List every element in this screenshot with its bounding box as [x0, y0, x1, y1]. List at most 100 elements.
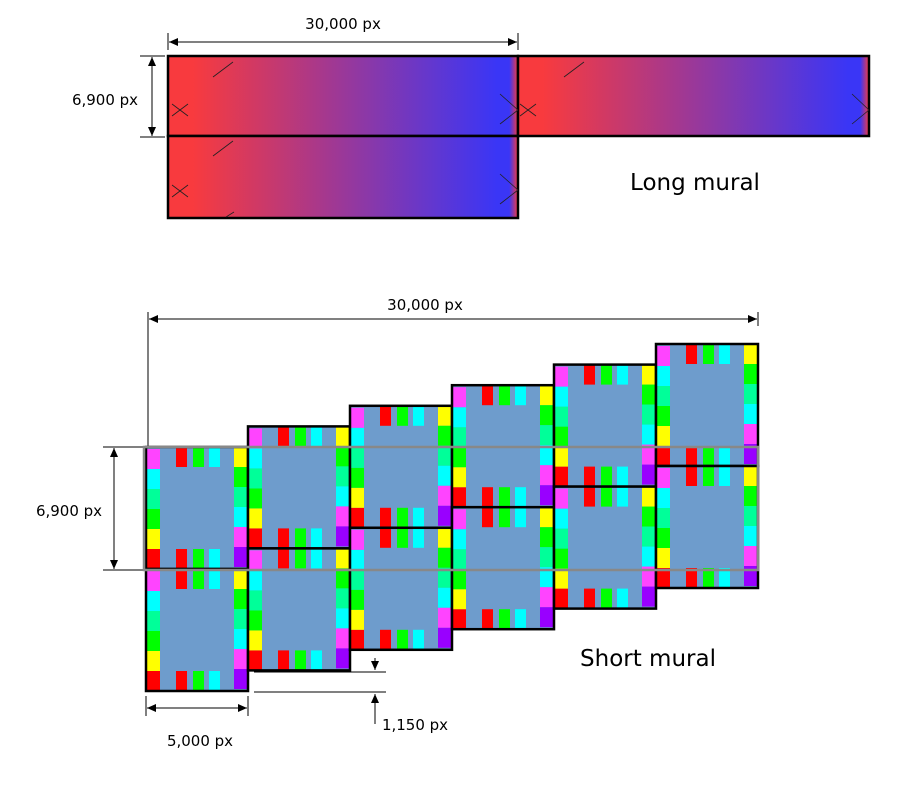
tile-border-swatch [146, 631, 160, 651]
tile-border-swatch [311, 650, 322, 671]
tile-border-swatch [642, 566, 656, 587]
tile-border-swatch [554, 466, 568, 487]
tile-border-swatch [350, 447, 364, 468]
tile-border-swatch [642, 506, 656, 527]
tile-border-swatch [540, 385, 554, 406]
tile-border-swatch [540, 465, 554, 486]
tile-border-swatch [311, 528, 322, 549]
tile-border-swatch [193, 549, 204, 569]
tile-border-swatch [601, 486, 612, 507]
long-mural-strips [166, 54, 871, 220]
tile-border-swatch [703, 446, 714, 466]
tile-border-swatch [146, 489, 160, 509]
mural-tile [452, 507, 554, 630]
tile-border-swatch [234, 629, 248, 649]
tile-border-swatch [452, 407, 466, 428]
tile-border-swatch [209, 549, 220, 569]
tile-border-swatch [642, 546, 656, 567]
tile-border-swatch [146, 529, 160, 549]
tile-border-swatch [744, 444, 758, 464]
tile-border-swatch [656, 488, 670, 508]
tile-border-swatch [656, 568, 670, 588]
tile-border-swatch [336, 446, 350, 467]
tile-border-swatch [350, 529, 364, 550]
tile-border-swatch [438, 465, 452, 486]
tile-border-swatch [452, 589, 466, 610]
mural-tile [350, 527, 452, 650]
tile-border-swatch [515, 487, 526, 508]
tile-border-swatch [554, 366, 568, 387]
tile-border-swatch [234, 569, 248, 589]
tile-border-swatch [554, 528, 568, 549]
tile-border-swatch [193, 569, 204, 589]
tile-border-swatch [452, 467, 466, 488]
long-width-dimension: 30,000 px [167, 15, 519, 50]
tile-border-swatch [452, 609, 466, 630]
tile-border-swatch [176, 447, 187, 467]
short-mural-tiles [144, 342, 760, 693]
tile-border-swatch [336, 648, 350, 669]
mural-tile [656, 344, 758, 466]
tile-border-swatch [438, 527, 452, 548]
tile-border-swatch [686, 344, 697, 364]
tile-border-swatch [397, 527, 408, 548]
tile-border-swatch [642, 444, 656, 465]
tile-border-swatch [656, 548, 670, 568]
mural-tile [146, 569, 248, 691]
tile-border-swatch [295, 650, 306, 671]
tile-border-swatch [452, 387, 466, 408]
tile-border-swatch [397, 405, 408, 426]
mural-tile [554, 486, 656, 609]
tile-border-swatch [311, 426, 322, 447]
tile-border-swatch [234, 487, 248, 507]
tile-border-swatch [656, 426, 670, 446]
tile-border-swatch [248, 590, 262, 611]
tile-border-swatch [295, 548, 306, 569]
mural-tile [554, 364, 656, 487]
tile-border-swatch [642, 384, 656, 405]
tile-border-swatch [554, 568, 568, 589]
tile-border-swatch [336, 588, 350, 609]
tile-border-swatch [146, 591, 160, 611]
tile-border-swatch [642, 404, 656, 425]
tile-border-swatch [642, 526, 656, 547]
tile-border-swatch [350, 589, 364, 610]
tile-border-swatch [703, 344, 714, 364]
tile-border-swatch [397, 629, 408, 650]
tile-border-swatch [193, 671, 204, 691]
tile-border-swatch [413, 629, 424, 650]
tile-border-swatch [397, 507, 408, 528]
mural-tile [248, 548, 350, 671]
tile-border-swatch [656, 528, 670, 548]
tile-border-swatch [482, 507, 493, 528]
tile-border-swatch [499, 385, 510, 406]
tile-border-swatch [438, 607, 452, 628]
tile-border-swatch [452, 487, 466, 508]
long-mural-title: Long mural [630, 170, 760, 196]
tile-border-swatch [601, 466, 612, 487]
tile-border-swatch [336, 486, 350, 507]
long-strip-hatch-marks [171, 61, 870, 218]
tile-border-swatch [656, 508, 670, 528]
tile-border-swatch [350, 549, 364, 570]
tile-border-swatch [554, 488, 568, 509]
tile-border-swatch [744, 404, 758, 424]
tile-border-swatch [642, 586, 656, 607]
tile-border-swatch [656, 386, 670, 406]
tile-border-swatch [452, 427, 466, 448]
tile-border-swatch [438, 567, 452, 588]
tile-border-swatch [554, 386, 568, 407]
tile-border-swatch [540, 507, 554, 528]
tile-border-swatch [554, 588, 568, 609]
tile-border-swatch [248, 468, 262, 489]
tile-border-swatch [248, 570, 262, 591]
short-width-dimension: 30,000 px [147, 296, 759, 455]
tile-border-swatch [350, 427, 364, 448]
tile-border-swatch [350, 487, 364, 508]
tile-border-swatch [336, 628, 350, 649]
tile-border-swatch [234, 589, 248, 609]
tile-border-swatch [438, 587, 452, 608]
tile-border-swatch [234, 467, 248, 487]
mural-tile [146, 447, 248, 569]
